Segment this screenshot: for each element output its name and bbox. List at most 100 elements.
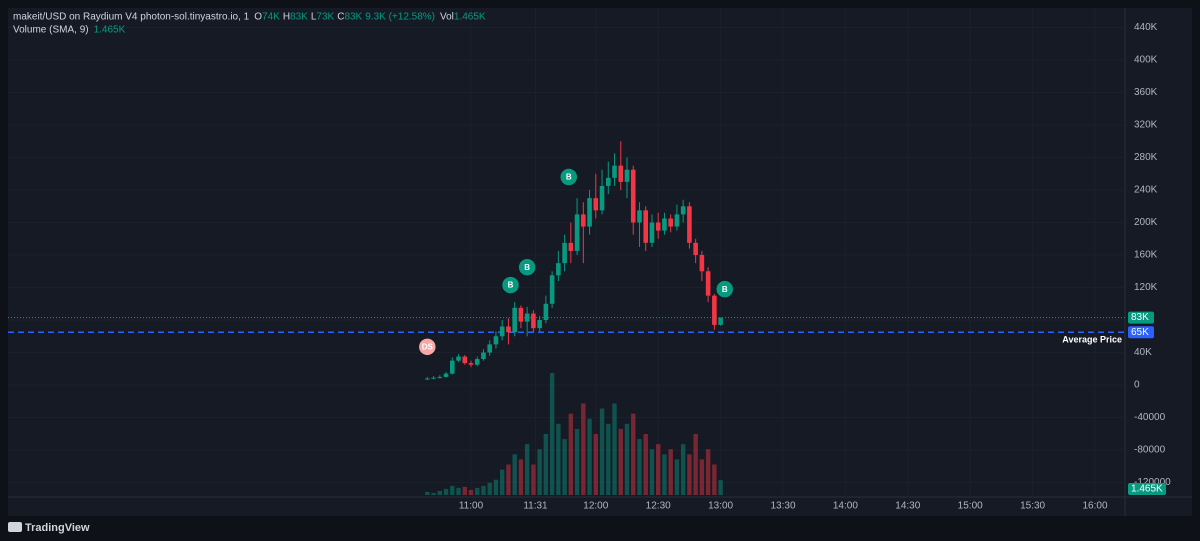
x-tick-label: 16:00 <box>1082 501 1107 512</box>
candle-body <box>618 165 624 182</box>
candle-body <box>549 275 555 304</box>
y-tick-label: -40000 <box>1134 412 1166 423</box>
vol-key: Vol <box>440 12 454 23</box>
trade-marker <box>417 337 438 357</box>
volume-bar <box>618 428 623 495</box>
average-price-name: Average Price <box>1062 335 1122 345</box>
brand-logo: TradingView <box>8 522 90 534</box>
volume-bar <box>450 485 455 495</box>
volume-bar <box>624 423 630 495</box>
volume-bar <box>662 454 667 495</box>
volume-bar <box>537 449 542 495</box>
price-badge <box>1128 326 1154 339</box>
candle-body <box>612 165 617 178</box>
volume-bar <box>612 403 617 495</box>
candle-body <box>562 242 567 264</box>
vol-value: 1.465K <box>454 12 486 23</box>
candle-body <box>718 317 723 325</box>
volume-bar <box>599 408 605 495</box>
ohlc-key: C <box>337 12 344 23</box>
study-value: 1.465K <box>94 25 126 36</box>
x-tick-label: 13:30 <box>770 501 795 512</box>
volume-bar <box>574 428 580 495</box>
volume-bar <box>437 490 442 495</box>
y-tick-label: 320K <box>1134 120 1158 131</box>
volume-bar <box>705 449 711 495</box>
candle-body <box>630 169 636 223</box>
volume-badge <box>1128 483 1166 495</box>
candle-body <box>674 214 680 227</box>
volume-bar <box>468 489 474 495</box>
y-tick-label: 360K <box>1134 87 1158 98</box>
candle-body <box>531 313 536 329</box>
volume-bar <box>656 444 661 495</box>
candle-body <box>649 222 655 243</box>
volume-bar <box>456 487 461 495</box>
volume-bar <box>524 444 530 495</box>
ohlc-key: L <box>311 12 317 23</box>
candle-body <box>437 376 443 378</box>
y-tick-label: 40K <box>1134 347 1152 358</box>
x-tick-label: 15:30 <box>1020 501 1045 512</box>
ohlc-value: 83K <box>290 12 308 23</box>
study-name: Volume (SMA, 9) <box>13 25 89 36</box>
y-tick-label: 200K <box>1134 217 1158 228</box>
candle-body <box>624 169 630 182</box>
volume-bar <box>631 413 636 495</box>
candle-body <box>637 210 642 223</box>
price-badge <box>1128 311 1154 324</box>
volume-bar <box>687 454 692 495</box>
volume-bar <box>699 459 705 495</box>
brand: TradingView <box>25 522 90 534</box>
volume-bar <box>668 449 673 495</box>
candle-body <box>668 218 673 227</box>
volume-bar <box>649 449 655 495</box>
y-tick-label: 0 <box>1134 380 1140 391</box>
trade-marker <box>500 275 521 295</box>
x-tick-label: 15:00 <box>958 501 983 512</box>
candle-body <box>474 359 480 365</box>
candle-body <box>518 307 524 322</box>
x-tick-label: 14:00 <box>833 501 858 512</box>
candle-body <box>599 185 605 211</box>
volume-bar <box>462 486 467 495</box>
x-tick-label: 12:30 <box>646 501 671 512</box>
volume-bar <box>500 469 505 495</box>
trade-marker <box>559 167 579 187</box>
candle-body <box>443 373 449 377</box>
price-badge-label: 65K <box>1131 327 1149 338</box>
candle-body <box>605 177 611 186</box>
volume-bar <box>506 464 511 495</box>
volume-bar <box>431 492 436 495</box>
ohlc-key: O <box>254 12 262 23</box>
x-tick-label: 14:30 <box>895 501 920 512</box>
x-tick-label: 13:00 <box>708 501 733 512</box>
volume-bar <box>568 413 574 495</box>
volume-bar <box>693 434 698 495</box>
volume-badge-label: 1.465K <box>1131 484 1163 495</box>
price-badge-label: 83K <box>1131 312 1149 323</box>
candle-body <box>699 255 705 272</box>
candle-body <box>643 210 649 243</box>
y-tick-label: 280K <box>1134 152 1158 163</box>
candle-body <box>462 356 468 364</box>
volume-bar <box>718 480 723 495</box>
candle-body <box>487 344 493 353</box>
volume-bar <box>712 464 717 495</box>
volume-bar <box>593 434 598 495</box>
x-tick-label: 12:00 <box>583 501 608 512</box>
ohlc-value: 74K <box>262 12 280 23</box>
symbol-title: makeit/USD on Raydium V4 photon-sol.tiny… <box>13 12 250 23</box>
candle-body <box>468 363 474 365</box>
volume-bar <box>475 487 480 495</box>
volume-bar <box>587 418 592 495</box>
candle-body <box>425 378 430 380</box>
y-tick-label: -80000 <box>1134 445 1166 456</box>
volume-bar <box>556 423 561 495</box>
trade-marker <box>517 257 537 277</box>
volume-bar <box>543 434 549 495</box>
candle-body <box>693 242 698 256</box>
y-tick-label: 160K <box>1134 250 1158 261</box>
price-change: 9.3K (+12.58%) <box>365 12 435 23</box>
volume-bar <box>549 373 555 495</box>
